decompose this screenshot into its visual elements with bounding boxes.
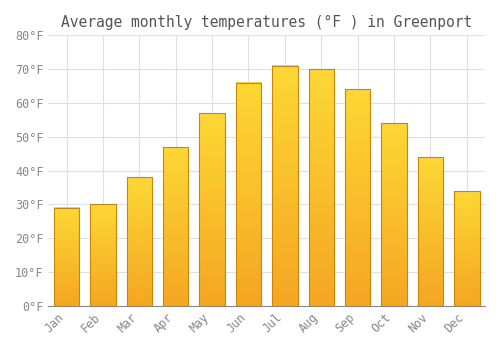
- Bar: [345, 90, 370, 306]
- Bar: [272, 66, 297, 306]
- Bar: [418, 157, 443, 306]
- Title: Average monthly temperatures (°F ) in Greenport: Average monthly temperatures (°F ) in Gr…: [61, 15, 472, 30]
- Bar: [54, 208, 80, 306]
- Bar: [90, 204, 116, 306]
- Bar: [236, 83, 261, 306]
- Bar: [126, 177, 152, 306]
- Bar: [163, 147, 188, 306]
- Bar: [308, 69, 334, 306]
- Bar: [454, 191, 479, 306]
- Bar: [382, 123, 407, 306]
- Bar: [200, 113, 225, 306]
